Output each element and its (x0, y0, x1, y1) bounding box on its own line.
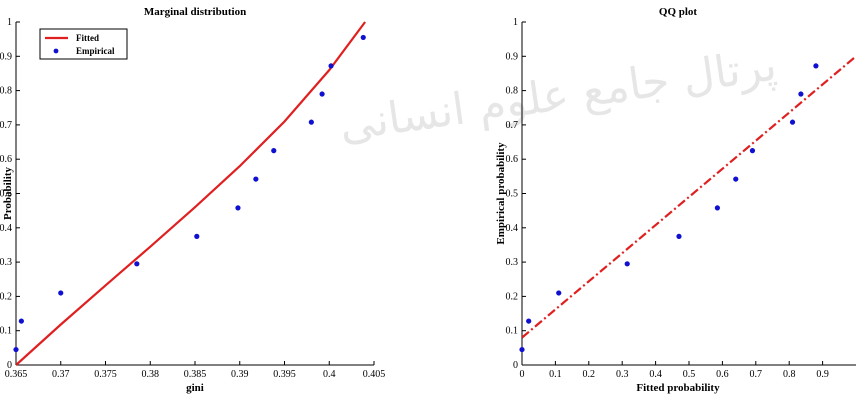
empirical-point (194, 233, 200, 239)
y-tick-label: 0.2 (0, 291, 12, 302)
x-tick-label: 0.1 (549, 369, 562, 380)
y-tick-label: 0.6 (506, 154, 519, 165)
reference-line (522, 55, 856, 339)
empirical-point (308, 119, 314, 125)
x-tick-label: 0.395 (273, 369, 296, 380)
y-axis-label: Empirical probability (495, 142, 507, 245)
chart-panel-1: 0.365 0.37 0.375 0.38 0.385 0.39 0.395 0.4 0.405… (0, 6, 385, 394)
y-tick-label: 0.1 (0, 326, 12, 337)
empirical-point (13, 346, 19, 353)
chart-title: QQ plot (659, 6, 698, 18)
y-tick-label: 1 (7, 17, 12, 28)
y-tick-label: 0.3 (0, 257, 12, 268)
y-tick-label: 0.8 (506, 86, 519, 97)
empirical-point (134, 261, 140, 267)
x-tick-label: 0.405 (363, 369, 386, 380)
x-tick-label: 0.7 (750, 369, 763, 380)
empirical-point (789, 119, 796, 125)
empirical-point (714, 205, 720, 211)
x-tick-label: 0.4 (323, 369, 336, 380)
empirical-point (271, 148, 277, 154)
x-tick-label: 0.4 (649, 369, 662, 380)
x-tick-label: 0 (520, 369, 525, 380)
y-tick-label: 0.8 (0, 86, 12, 97)
empirical-point (58, 290, 64, 296)
x-tick-label: 0.5 (683, 369, 696, 380)
legend-empirical-label: Empirical (76, 46, 115, 56)
y-tick-label: 0.7 (506, 120, 519, 131)
y-axis-label: Probability (2, 167, 14, 220)
y-tick-label: 0 (513, 360, 518, 371)
legend-box (39, 28, 128, 60)
legend-fitted-label: Fitted (76, 33, 99, 43)
empirical-point (526, 318, 532, 324)
empirical-point (235, 205, 241, 211)
x-tick-label: 0.6 (716, 369, 729, 380)
x-tick-label: 0.9 (816, 369, 829, 380)
y-tick-label: 0.5 (0, 189, 12, 200)
fitted-curve (16, 21, 366, 366)
empirical-point (813, 63, 819, 69)
y-tick-label: 0.9 (0, 51, 12, 62)
x-tick-label: 0.385 (184, 369, 207, 380)
x-axis-label: gini (186, 382, 204, 394)
chart-panel-2: 0 0.1 0.2 0.3 0.4 0.5 0.6 0.7 0.8 0.9 0 0.1 0.2 0.3 0.… (495, 6, 856, 394)
x-tick-label: 0.365 (5, 369, 28, 380)
empirical-point (556, 290, 562, 296)
y-tick-label: 0.3 (506, 257, 519, 268)
empirical-point (328, 63, 334, 69)
y-tick-label: 0.7 (0, 120, 12, 131)
y-tick-label: 0.1 (506, 326, 519, 337)
y-tick-label: 0.4 (506, 223, 519, 234)
y-tick-label: 0.5 (506, 189, 519, 200)
x-tick-label: 0.37 (52, 369, 70, 380)
empirical-point (624, 261, 630, 267)
empirical-point (749, 148, 756, 154)
empirical-point (798, 91, 804, 97)
empirical-point (360, 34, 366, 41)
x-tick-label: 0.3 (616, 369, 629, 380)
empirical-point (733, 176, 739, 182)
x-tick-label: 0.8 (783, 369, 796, 380)
chart-title: Marginal distribution (144, 6, 246, 18)
y-tick-label: 0 (7, 360, 12, 371)
y-tick-label: 0.6 (0, 154, 12, 165)
x-axis-label: Fitted probability (636, 382, 720, 394)
empirical-point (18, 318, 24, 324)
legend: Fitted Empirical (39, 28, 128, 60)
y-tick-label: 0.9 (506, 51, 519, 62)
empirical-point (253, 176, 259, 182)
y-tick-label: 0.2 (506, 291, 519, 302)
watermark-text: پرتال جامع علوم انسانی (336, 40, 779, 152)
x-tick-label: 0.2 (583, 369, 596, 380)
legend-empirical-swatch (53, 48, 59, 54)
y-tick-label: 0.4 (0, 223, 12, 234)
x-tick-label: 0.39 (231, 369, 249, 380)
empirical-point (519, 346, 525, 353)
x-tick-label: 0.38 (142, 369, 160, 380)
empirical-point (319, 91, 325, 97)
empirical-point (676, 233, 682, 239)
y-tick-label: 1 (513, 17, 518, 28)
x-tick-label: 0.375 (94, 369, 117, 380)
